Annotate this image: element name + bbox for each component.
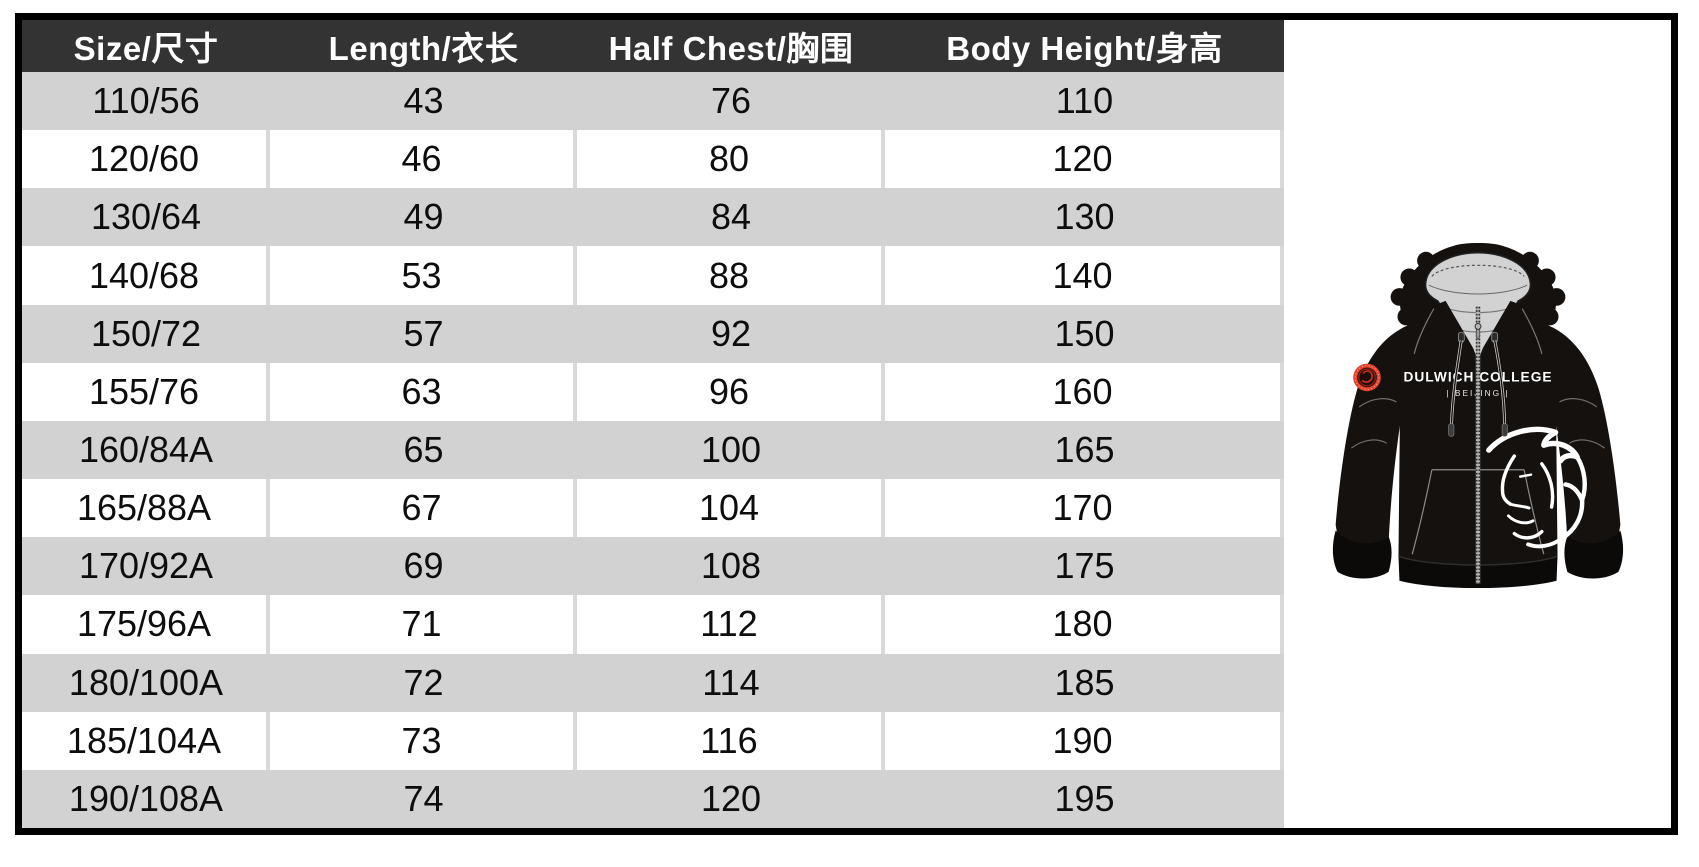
table-row: 130/64 49 84 130 (22, 188, 1284, 247)
table-row: 175/96A 71 112 180 (22, 595, 1284, 654)
half-chest-cell: 76 (710, 80, 752, 122)
body-height-cell: 120 (885, 130, 1284, 189)
half-chest-cell: 96 (577, 362, 885, 421)
size-cell: 190/108A (68, 777, 224, 819)
zipper (1474, 306, 1481, 584)
table-row: 170/92A 69 108 175 (22, 537, 1284, 596)
half-chest-cell: 88 (577, 246, 885, 305)
half-chest-cell: 116 (577, 711, 885, 770)
size-cell: 160/84A (78, 429, 214, 471)
table-row: 185/104A 73 116 190 (22, 711, 1284, 770)
body-height-cell: 140 (885, 246, 1284, 305)
header-size: Size/尺寸 (73, 30, 219, 67)
body-height-cell: 170 (885, 479, 1284, 538)
body-height-cell: 175 (1054, 545, 1115, 587)
table-row: 190/108A 74 120 195 (22, 769, 1284, 829)
product-panel: DULWICH COLLEGE | BEIJING | (1284, 20, 1671, 828)
length-cell: 53 (270, 246, 577, 305)
length-cell: 46 (270, 130, 577, 189)
half-chest-cell: 104 (577, 479, 885, 538)
half-chest-cell: 80 (577, 130, 885, 189)
half-chest-cell: 100 (700, 429, 762, 471)
zipper-pull (1474, 322, 1481, 330)
body-height-cell: 185 (1054, 661, 1115, 703)
table-row: 140/68 53 88 140 (22, 246, 1284, 305)
header-body-height: Body Height/身高 (946, 30, 1223, 67)
table-row: 165/88A 67 104 170 (22, 479, 1284, 538)
body-height-cell: 165 (1054, 429, 1115, 471)
drawstrings (1447, 339, 1508, 437)
header-length: Length/衣长 (328, 30, 519, 67)
header-half-chest: Half Chest/胸围 (608, 30, 854, 67)
size-cell: 155/76 (22, 362, 270, 421)
hoodie-sleeves (1332, 324, 1623, 579)
length-cell: 71 (270, 595, 577, 654)
body-height-cell: 180 (885, 595, 1284, 654)
size-chart-frame: Size/尺寸 Length/衣长 Half Chest/胸围 Body Hei… (15, 13, 1678, 835)
body-height-cell: 150 (1054, 312, 1115, 354)
size-cell: 140/68 (22, 246, 270, 305)
sleeve-badge-icon (1352, 363, 1381, 392)
length-cell: 72 (403, 661, 444, 703)
size-cell: 130/64 (90, 196, 202, 238)
lion-icon (1485, 426, 1587, 549)
half-chest-cell: 84 (710, 196, 752, 238)
table-row: 120/60 46 80 120 (22, 130, 1284, 189)
half-chest-cell: 120 (700, 777, 762, 819)
table-row: 160/84A 65 100 165 (22, 420, 1284, 480)
size-cell: 180/100A (68, 661, 224, 703)
size-cell: 110/56 (92, 80, 200, 122)
length-cell: 49 (403, 196, 444, 238)
size-cell: 170/92A (78, 545, 214, 587)
half-chest-cell: 108 (700, 545, 762, 587)
size-table-body: 110/56 43 76 110 120/60 46 80 120 130/64 49 84 130 1… (22, 72, 1284, 829)
half-chest-cell: 112 (577, 595, 885, 654)
size-cell: 175/96A (22, 595, 270, 654)
table-row: 150/72 57 92 150 (22, 304, 1284, 363)
length-cell: 69 (403, 545, 444, 587)
length-cell: 57 (403, 312, 444, 354)
length-cell: 67 (270, 479, 577, 538)
half-chest-cell: 114 (702, 661, 760, 703)
size-cell: 120/60 (22, 130, 270, 189)
size-cell: 150/72 (90, 312, 202, 354)
half-chest-cell: 92 (710, 312, 752, 354)
table-header-row: Size/尺寸 Length/衣长 Half Chest/胸围 Body Hei… (22, 20, 1284, 72)
body-height-cell: 160 (885, 362, 1284, 421)
length-cell: 65 (403, 429, 444, 471)
length-cell: 73 (270, 711, 577, 770)
table-row: 155/76 63 96 160 (22, 362, 1284, 421)
body-height-cell: 195 (1054, 777, 1115, 819)
body-height-cell: 110 (1055, 80, 1114, 122)
size-cell: 185/104A (22, 711, 270, 770)
table-row: 180/100A 72 114 185 (22, 653, 1284, 712)
body-height-cell: 130 (1054, 196, 1115, 238)
hoodie-image: DULWICH COLLEGE | BEIJING | (1332, 242, 1623, 589)
size-cell: 165/88A (22, 479, 270, 538)
length-cell: 63 (270, 362, 577, 421)
table-row: 110/56 43 76 110 (22, 72, 1284, 131)
length-cell: 43 (403, 80, 444, 122)
body-height-cell: 190 (885, 711, 1284, 770)
size-table: Size/尺寸 Length/衣长 Half Chest/胸围 Body Hei… (22, 20, 1284, 829)
length-cell: 74 (403, 777, 444, 819)
